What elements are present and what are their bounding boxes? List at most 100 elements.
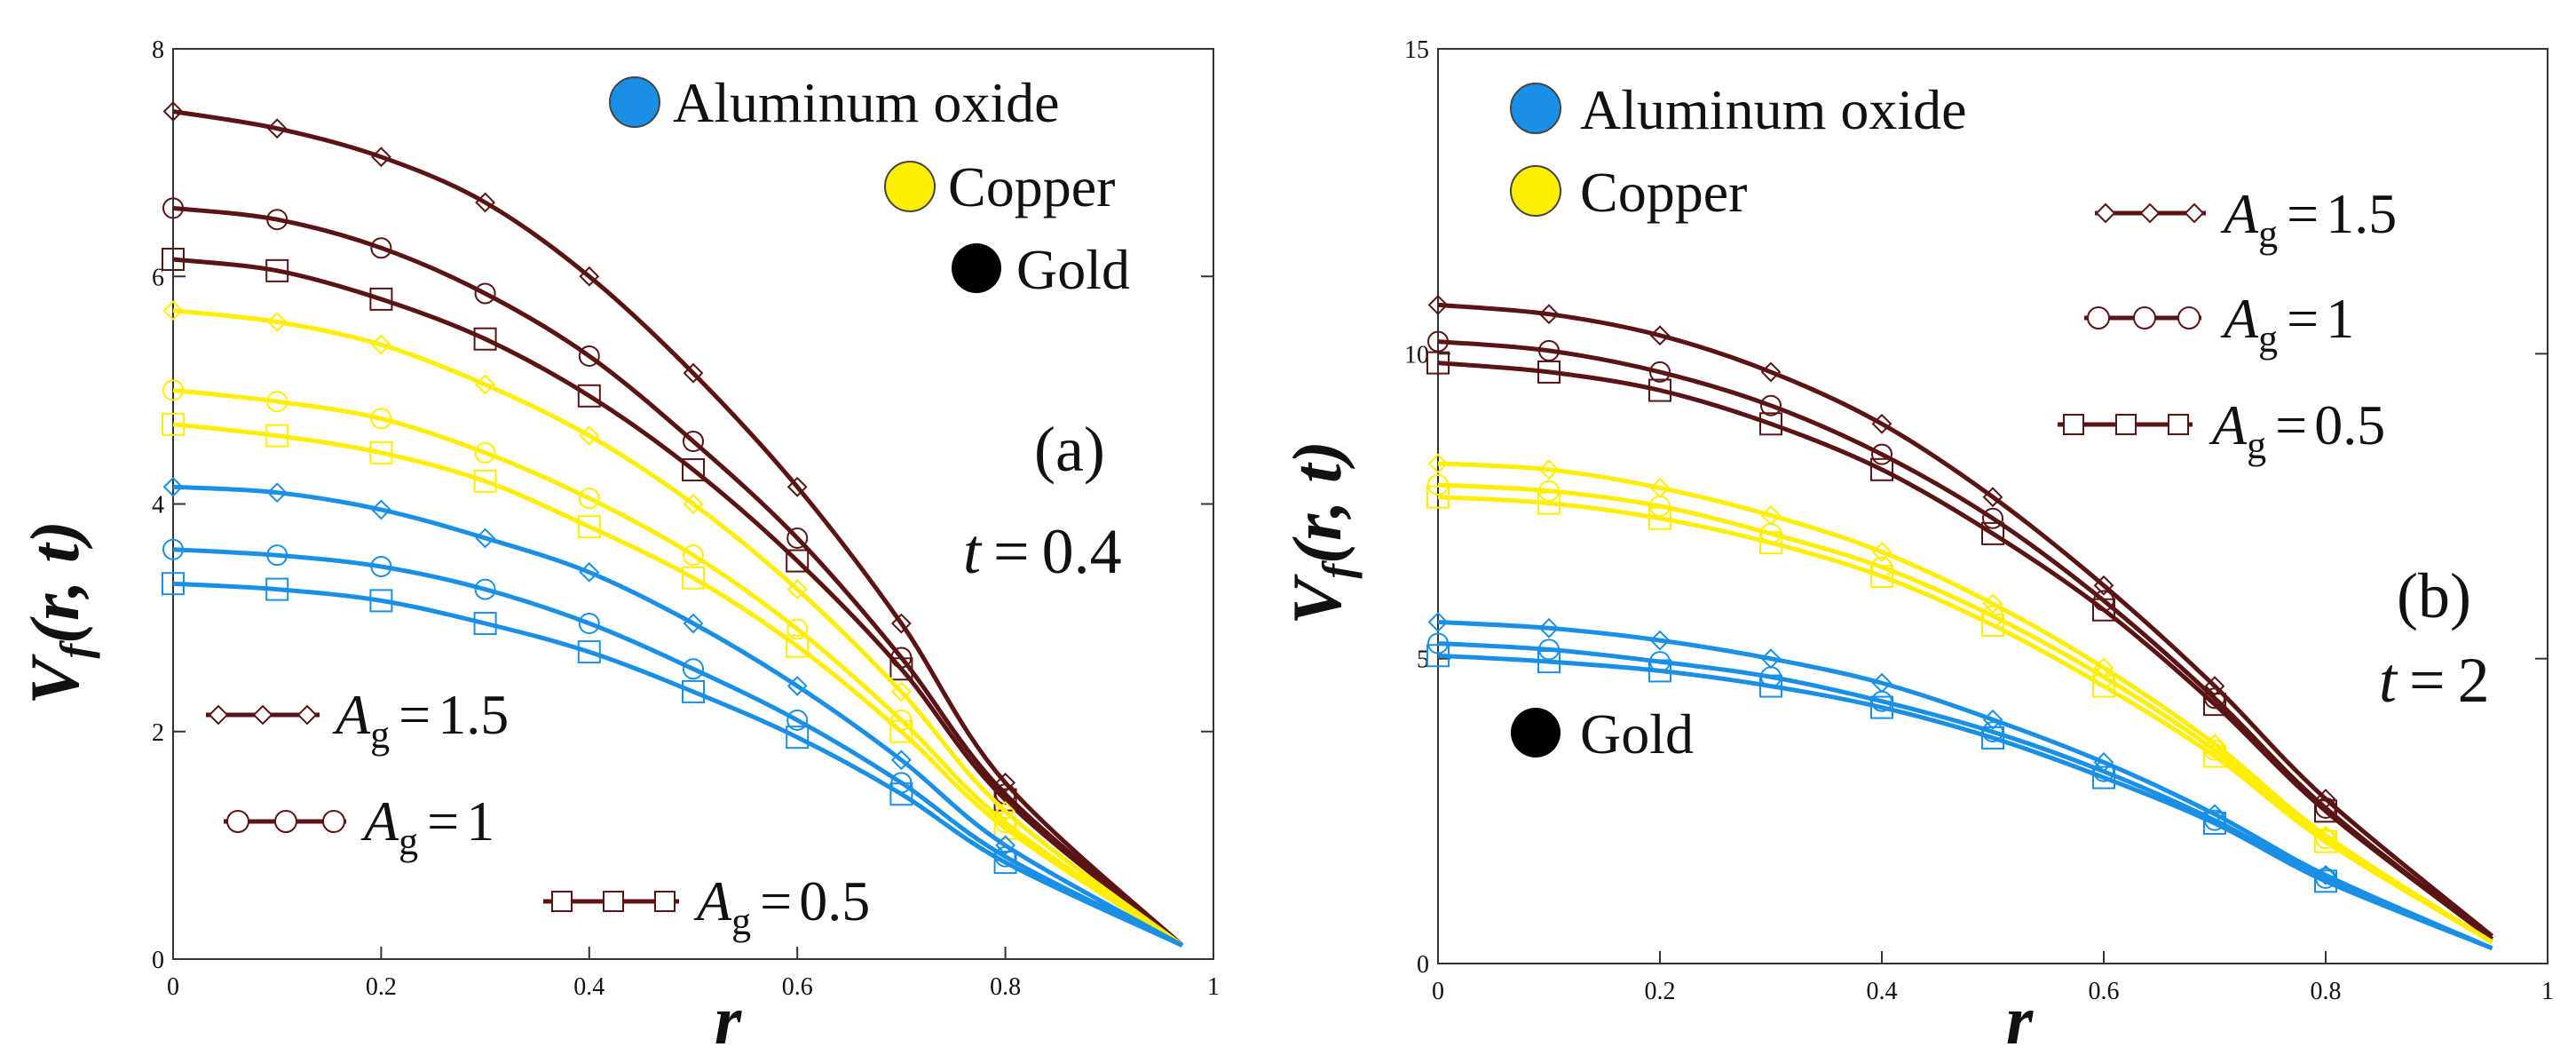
panel-b-point-copper-ag-1-5-7: [2204, 734, 2225, 755]
panel-b-ytick-label-15: 15: [1404, 36, 1429, 64]
panel-a-point-copper-ag-1-4: [578, 488, 600, 510]
panel-a-legend-aluminum-oxide: Aluminum oxide: [609, 71, 1060, 134]
panel-a-time-annotation: t = 0.4: [963, 516, 1122, 587]
panel-a-point-gold-ag-0-5-4: [577, 384, 601, 408]
panel-a-point-copper-ag-1-1: [266, 391, 288, 413]
panel-a-point-aluminum-oxide-ag-0-5-3: [473, 612, 497, 636]
panel-a-ytick-label-0: 0: [152, 947, 164, 974]
panel-b-point-gold-ag-0-5-5: [1981, 521, 2004, 545]
panel-b-point-copper-ag-1-2: [1649, 496, 1671, 517]
panel-a-ytick-label-6: 6: [152, 264, 164, 291]
panel-b-point-copper-ag-1-5-4: [1871, 542, 1892, 562]
panel-b-point-gold-ag-0-5-7: [2203, 693, 2226, 717]
panel-b-point-gold-ag-0-5-1: [1537, 360, 1561, 384]
panel-b-series-gold-ag-0-5: [1426, 351, 2494, 941]
panel-b-ag-legend-square: Ag = 0.5: [2058, 393, 2385, 467]
panel-b-ylabel-base: V: [1278, 574, 1355, 625]
panel-b-line-copper-ag-1-5: [1437, 461, 2493, 945]
ag-value: 0.5: [2314, 393, 2385, 456]
ag-var: A: [2220, 182, 2259, 245]
ag-var: A: [2209, 393, 2248, 456]
panel-a-ylabel-base: V: [16, 654, 93, 705]
legend-label-gold: Gold: [1016, 238, 1130, 301]
legend-diamond-marker-1: [2095, 202, 2116, 224]
panel-a-point-aluminum-oxide-ag-1-6: [786, 709, 809, 731]
panel-a-point-copper-ag-1-5-2: [370, 334, 391, 355]
panel-b-legend-aluminum-oxide: Aluminum oxide: [1510, 78, 1967, 141]
panel-b-point-copper-ag-1-1: [1538, 480, 1560, 502]
legend-circle-aluminum-oxide: [609, 76, 660, 128]
panel-b-point-gold-ag-0-5-2: [1648, 378, 1671, 402]
panel-b-point-gold-ag-1-5: [1982, 507, 2003, 529]
panel-b-ylabel-args: (r, t): [1278, 440, 1355, 564]
panel-a-point-copper-ag-0-5-7: [889, 719, 913, 743]
panel-a-line-aluminum-oxide-ag-1: [172, 547, 1183, 948]
panel-a-point-copper-ag-1-5-6: [786, 579, 808, 600]
panel-a-point-gold-ag-1-1: [266, 209, 288, 231]
panel-b-fluid-legend: Aluminum oxide Copper Gold: [1510, 78, 1967, 766]
panel-b-point-copper-ag-0-5-3: [1759, 531, 1782, 555]
panel-a-time-eq: =: [993, 516, 1030, 587]
panel-b-point-aluminum-oxide-ag-0-5-5: [1981, 726, 2004, 750]
legend-square-marker-2: [603, 891, 624, 912]
panel-a-point-aluminum-oxide-ag-1-0: [162, 538, 184, 560]
legend-ag-1-5: Ag = 1.5: [2220, 182, 2397, 256]
panel-a-series-aluminum-oxide-ag-0-5: [162, 572, 1183, 948]
panel-a-point-aluminum-oxide-ag-0-5-8: [993, 851, 1017, 875]
panel-a-ytick-label-8: 8: [152, 36, 164, 64]
legend-ag-1: Ag = 1: [360, 789, 494, 863]
panel-a-point-aluminum-oxide-ag-1-3: [474, 578, 496, 600]
panel-b-point-gold-ag-1-1: [1538, 339, 1560, 361]
panel-b-series: [1426, 294, 2494, 951]
panel-b-ag-legend-diamond: Ag = 1.5: [2095, 182, 2397, 256]
panel-a-series-gold-ag-0-5: [162, 248, 1184, 948]
legend-circle-gold: [952, 243, 1001, 293]
legend-square-marker-1: [551, 891, 573, 912]
panel-a-point-aluminum-oxide-ag-0-5-5: [682, 679, 705, 703]
panel-a-point-aluminum-oxide-ag-0-5-6: [786, 726, 810, 750]
panel-b-point-aluminum-oxide-ag-1-5-1: [1538, 617, 1560, 639]
panel-a-time-value: 0.4: [1042, 516, 1122, 587]
panel-b-legend-gold: Gold: [1511, 702, 1694, 766]
panel-a-point-copper-ag-1-5-0: [162, 300, 184, 321]
panel-a-fluid-legend: Aluminum oxide Copper Gold: [609, 71, 1130, 301]
legend-label-copper: Copper: [1580, 161, 1747, 224]
panel-b-point-gold-ag-1-3: [1760, 394, 1782, 416]
panel-a-point-gold-ag-1-0: [162, 197, 184, 219]
ag-var: A: [360, 789, 399, 853]
ag-value: 1: [2326, 287, 2354, 350]
panel-b-point-gold-ag-0-5-8: [2314, 799, 2337, 823]
panel-b-point-gold-ag-0-5-0: [1426, 351, 1450, 375]
panel-a-point-copper-ag-1-5-4: [579, 425, 600, 447]
legend-circle-gold: [1511, 708, 1561, 758]
panel-b-point-gold-ag-0-5-6: [2092, 598, 2115, 622]
panel-a-xtick-label-0-8: 0.8: [990, 973, 1021, 1001]
legend-circle-marker-1: [2087, 306, 2110, 329]
panel-b-point-copper-ag-0-5-5: [1981, 613, 2004, 637]
panel-a-point-aluminum-oxide-ag-1-5-5: [683, 613, 704, 634]
panel-a-series-gold-ag-1-5: [162, 101, 1184, 948]
panel-b-point-gold-ag-1-4: [1871, 443, 1892, 465]
panel-a-ylabel-args: (r, t): [16, 520, 93, 644]
ag-eq: =: [2287, 287, 2319, 350]
panel-a-point-gold-ag-1-5-5: [683, 362, 704, 384]
panel-a-y-axis-title: Vf(r, t): [16, 520, 100, 704]
panel-a-legend-gold: Gold: [952, 238, 1130, 301]
panel-a-point-copper-ag-0-5-4: [577, 515, 601, 539]
ag-eq: =: [760, 869, 792, 932]
panel-a-point-gold-ag-1-5-3: [475, 192, 496, 213]
panel-b-point-aluminum-oxide-ag-0-5-2: [1648, 659, 1671, 683]
ag-sub: g: [2258, 212, 2278, 256]
ag-value: 0.5: [799, 869, 870, 932]
legend-circle-marker-2: [2133, 306, 2156, 329]
panel-a-point-gold-ag-0-5-6: [786, 549, 810, 573]
panel-b-line-gold-ag-1-5: [1437, 302, 2494, 939]
panel-b-point-aluminum-oxide-ag-1-5-2: [1649, 630, 1671, 651]
legend-ag-1: Ag = 1: [2220, 287, 2354, 361]
panel-b-point-copper-ag-0-5-7: [2203, 744, 2226, 768]
panel-b-point-aluminum-oxide-ag-0-5-7: [2203, 812, 2226, 836]
panel-b-point-aluminum-oxide-ag-0-5-1: [1537, 650, 1561, 674]
panel-b-plot-frame: [1437, 48, 2548, 964]
